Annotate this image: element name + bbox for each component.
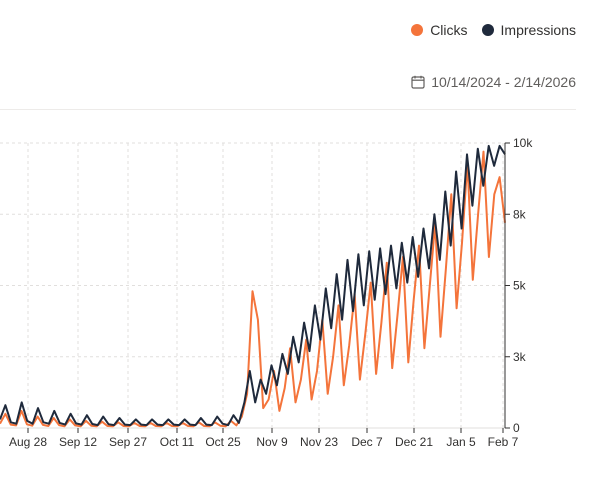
x-tick-label: Nov 23	[300, 435, 338, 449]
y-tick-label: 8k	[513, 207, 527, 221]
x-tick-label: Sep 27	[109, 435, 147, 449]
legend-label-impressions: Impressions	[500, 22, 576, 38]
x-tick-label: Oct 25	[205, 435, 241, 449]
x-tick-label: Dec 7	[351, 435, 383, 449]
x-axis: Aug 28 Sep 12 Sep 27 Oct 11 Oct 25 Nov 9 Nov 2…	[9, 428, 519, 449]
y-tick-label: 5k	[513, 279, 527, 293]
x-tick-label: Feb 7	[488, 435, 519, 449]
series-line-impressions[interactable]	[0, 144, 506, 427]
date-range-picker[interactable]: 10/14/2024 - 2/14/2026	[411, 74, 576, 90]
series-line-clicks[interactable]	[0, 150, 506, 428]
chart-series	[0, 144, 506, 428]
x-tick-label: Jan 5	[446, 435, 476, 449]
legend-label-clicks: Clicks	[430, 22, 468, 38]
clicks-legend-dot	[411, 24, 424, 36]
header-divider	[0, 109, 576, 110]
impressions-legend-dot	[481, 24, 494, 36]
x-tick-label: Dec 21	[395, 435, 433, 449]
x-tick-label: Oct 11	[160, 435, 195, 449]
y-tick-label: 0	[513, 421, 520, 435]
chart-legend: Clicks Impressions	[411, 22, 576, 38]
x-tick-label: Aug 28	[9, 435, 47, 449]
x-tick-label: Sep 12	[59, 435, 97, 449]
legend-item-clicks[interactable]: Clicks	[411, 22, 468, 38]
x-tick-label: Nov 9	[256, 435, 288, 449]
y-axis: 10k 8k 5k 3k 0	[504, 136, 533, 435]
y-tick-label: 10k	[513, 136, 533, 150]
y-tick-label: 3k	[513, 350, 527, 364]
date-range-text: 10/14/2024 - 2/14/2026	[431, 74, 576, 90]
calendar-icon	[411, 75, 425, 89]
legend-item-impressions[interactable]: Impressions	[481, 22, 576, 38]
chart-grid	[0, 142, 505, 429]
